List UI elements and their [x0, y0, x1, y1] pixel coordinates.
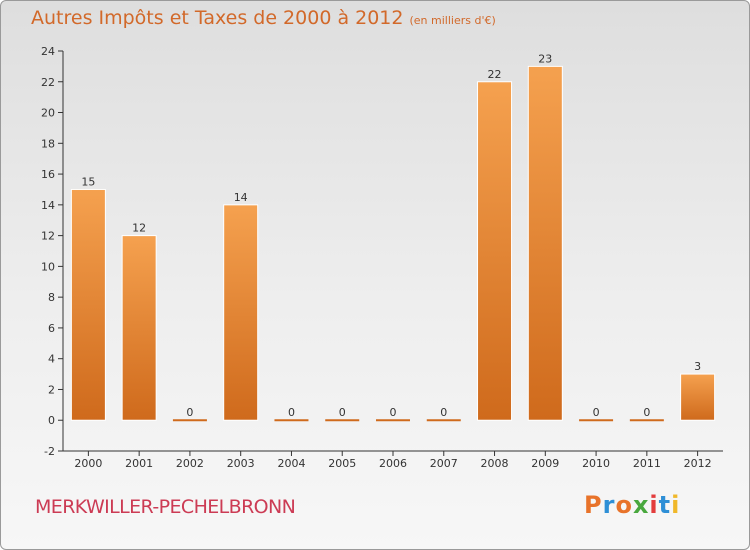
y-tick-label: 8 — [48, 291, 55, 304]
data-label: 14 — [234, 191, 248, 204]
x-tick-label: 2002 — [176, 457, 204, 470]
data-label: 0 — [593, 406, 600, 419]
data-label: 0 — [339, 406, 346, 419]
bar — [223, 204, 259, 421]
data-label: 0 — [186, 406, 193, 419]
commune-name: MERKWILLER-PECHELBRONN — [35, 496, 296, 518]
data-label: 23 — [538, 52, 552, 65]
y-tick-label: 12 — [41, 230, 55, 243]
y-tick-label: 6 — [48, 322, 55, 335]
x-tick-label: 2009 — [531, 457, 559, 470]
chart-title: Autres Impôts et Taxes de 2000 à 2012 (en… — [31, 7, 496, 29]
logo-letter: i — [649, 491, 659, 519]
chart-unit-label: (en milliers d'€) — [409, 14, 496, 27]
x-tick-label: 2011 — [633, 457, 661, 470]
y-tick-label: 18 — [41, 137, 55, 150]
y-tick-label: 10 — [41, 260, 55, 273]
data-label: 12 — [132, 222, 146, 235]
y-tick-label: 14 — [41, 199, 55, 212]
logo-letter: i — [671, 491, 681, 519]
y-tick-label: -2 — [44, 445, 55, 458]
data-label: 3 — [694, 360, 701, 373]
y-tick-label: 20 — [41, 107, 55, 120]
x-tick-label: 2004 — [277, 457, 305, 470]
x-tick-label: 2005 — [328, 457, 356, 470]
data-label: 0 — [288, 406, 295, 419]
data-label: 15 — [81, 175, 95, 188]
x-tick-label: 2000 — [74, 457, 102, 470]
data-label: 22 — [488, 68, 502, 81]
logo-letter: x — [632, 491, 650, 519]
y-tick-label: 0 — [48, 414, 55, 427]
x-tick-label: 2003 — [227, 457, 255, 470]
logo-letter: P — [584, 491, 603, 519]
x-tick-label: 2006 — [379, 457, 407, 470]
data-label: 0 — [440, 406, 447, 419]
data-label: 0 — [643, 406, 650, 419]
x-tick-label: 2008 — [481, 457, 509, 470]
data-label: 0 — [390, 406, 397, 419]
bar — [527, 65, 563, 421]
logo-letter: o — [615, 491, 633, 519]
bar — [680, 373, 716, 421]
y-tick-label: 16 — [41, 168, 55, 181]
x-tick-label: 2012 — [684, 457, 712, 470]
y-tick-label: 24 — [41, 45, 55, 58]
proxiti-logo: Proxiti — [584, 491, 680, 519]
x-tick-label: 2010 — [582, 457, 610, 470]
y-tick-label: 22 — [41, 76, 55, 89]
x-tick-label: 2007 — [430, 457, 458, 470]
y-tick-label: 4 — [48, 353, 55, 366]
chart-title-text: Autres Impôts et Taxes de 2000 à 2012 — [31, 7, 404, 29]
x-tick-label: 2001 — [125, 457, 153, 470]
bar — [477, 81, 513, 421]
bar — [70, 188, 106, 421]
y-tick-label: 2 — [48, 383, 55, 396]
bar — [121, 235, 157, 421]
logo-letter: r — [602, 491, 616, 519]
logo-letter: t — [658, 491, 672, 519]
